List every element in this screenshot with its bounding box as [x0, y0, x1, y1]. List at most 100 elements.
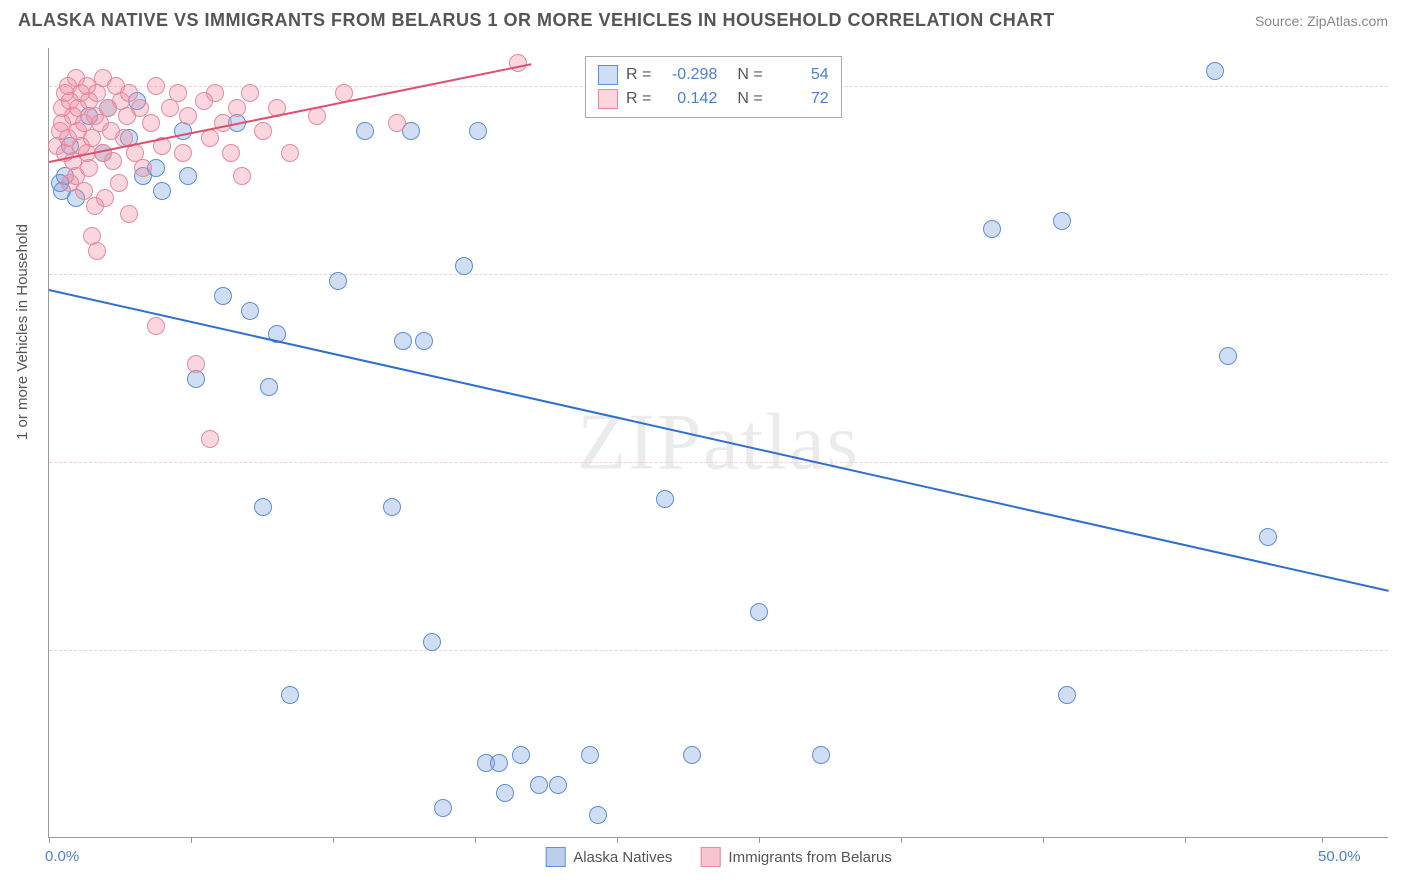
data-point [1259, 528, 1277, 546]
data-point [656, 490, 674, 508]
data-point [812, 746, 830, 764]
data-point [512, 746, 530, 764]
data-point [1058, 686, 1076, 704]
data-point [1053, 212, 1071, 230]
data-point [134, 159, 152, 177]
x-tick-label: 50.0% [1318, 848, 1361, 865]
data-point [423, 633, 441, 651]
data-point [394, 332, 412, 350]
chart-source: Source: ZipAtlas.com [1255, 13, 1388, 29]
data-point [153, 182, 171, 200]
data-point [254, 122, 272, 140]
legend-item: Alaska Natives [545, 847, 672, 867]
chart-title: ALASKA NATIVE VS IMMIGRANTS FROM BELARUS… [18, 10, 1055, 31]
gridline [49, 650, 1388, 651]
data-point [530, 776, 548, 794]
data-point [147, 77, 165, 95]
data-point [589, 806, 607, 824]
data-point [88, 242, 106, 260]
data-point [281, 686, 299, 704]
stat-n-label: N = [737, 90, 762, 108]
data-point [142, 114, 160, 132]
legend-swatch [545, 847, 565, 867]
x-tick [475, 837, 476, 843]
data-point [96, 189, 114, 207]
x-tick [1043, 837, 1044, 843]
x-tick [191, 837, 192, 843]
data-point [490, 754, 508, 772]
legend-swatch [598, 65, 618, 85]
data-point [222, 144, 240, 162]
x-tick [49, 837, 50, 843]
data-point [388, 114, 406, 132]
data-point [415, 332, 433, 350]
data-point [1219, 347, 1237, 365]
data-point [187, 355, 205, 373]
data-point [509, 54, 527, 72]
data-point [581, 746, 599, 764]
x-tick [617, 837, 618, 843]
data-point [434, 799, 452, 817]
trend-line [49, 289, 1389, 592]
data-point [496, 784, 514, 802]
gridline [49, 462, 1388, 463]
legend-label: Alaska Natives [573, 849, 672, 866]
data-point [241, 84, 259, 102]
data-point [206, 84, 224, 102]
x-tick-label: 0.0% [45, 848, 79, 865]
data-point [179, 167, 197, 185]
data-point [254, 498, 272, 516]
x-tick [1185, 837, 1186, 843]
data-point [233, 167, 251, 185]
x-tick [759, 837, 760, 843]
legend-stats-row: R = 0.142 N = 72 [598, 87, 829, 111]
data-point [455, 257, 473, 275]
legend-item: Immigrants from Belarus [700, 847, 891, 867]
stat-r-label: R = [626, 90, 651, 108]
x-tick [333, 837, 334, 843]
x-tick [901, 837, 902, 843]
legend-stats: R = -0.298 N = 54 R = 0.142 N = 72 [585, 56, 842, 118]
stat-n-value: 54 [771, 66, 829, 84]
data-point [201, 430, 219, 448]
data-point [201, 129, 219, 147]
data-point [80, 159, 98, 177]
stat-r-value: 0.142 [659, 90, 717, 108]
chart-header: ALASKA NATIVE VS IMMIGRANTS FROM BELARUS… [0, 0, 1406, 37]
data-point [241, 302, 259, 320]
legend-swatch [598, 89, 618, 109]
data-point [214, 287, 232, 305]
data-point [356, 122, 374, 140]
data-point [174, 144, 192, 162]
stat-r-value: -0.298 [659, 66, 717, 84]
data-point [469, 122, 487, 140]
stat-n-value: 72 [771, 90, 829, 108]
data-point [104, 152, 122, 170]
legend-swatch [700, 847, 720, 867]
y-axis-label: 1 or more Vehicles in Household [14, 224, 31, 440]
data-point [169, 84, 187, 102]
data-point [260, 378, 278, 396]
data-point [549, 776, 567, 794]
scatter-chart: ZIPatlas 25.0%50.0%75.0%100.0%0.0%50.0%R… [48, 48, 1388, 838]
stat-r-label: R = [626, 66, 651, 84]
data-point [120, 205, 138, 223]
data-point [383, 498, 401, 516]
data-point [110, 174, 128, 192]
data-point [750, 603, 768, 621]
data-point [683, 746, 701, 764]
legend-label: Immigrants from Belarus [728, 849, 891, 866]
data-point [179, 107, 197, 125]
series-legend: Alaska Natives Immigrants from Belarus [545, 847, 892, 867]
stat-n-label: N = [737, 66, 762, 84]
legend-stats-row: R = -0.298 N = 54 [598, 63, 829, 87]
data-point [983, 220, 1001, 238]
data-point [281, 144, 299, 162]
watermark: ZIPatlas [577, 397, 860, 488]
x-tick [1322, 837, 1323, 843]
data-point [147, 317, 165, 335]
gridline [49, 274, 1388, 275]
data-point [1206, 62, 1224, 80]
data-point [329, 272, 347, 290]
data-point [228, 99, 246, 117]
